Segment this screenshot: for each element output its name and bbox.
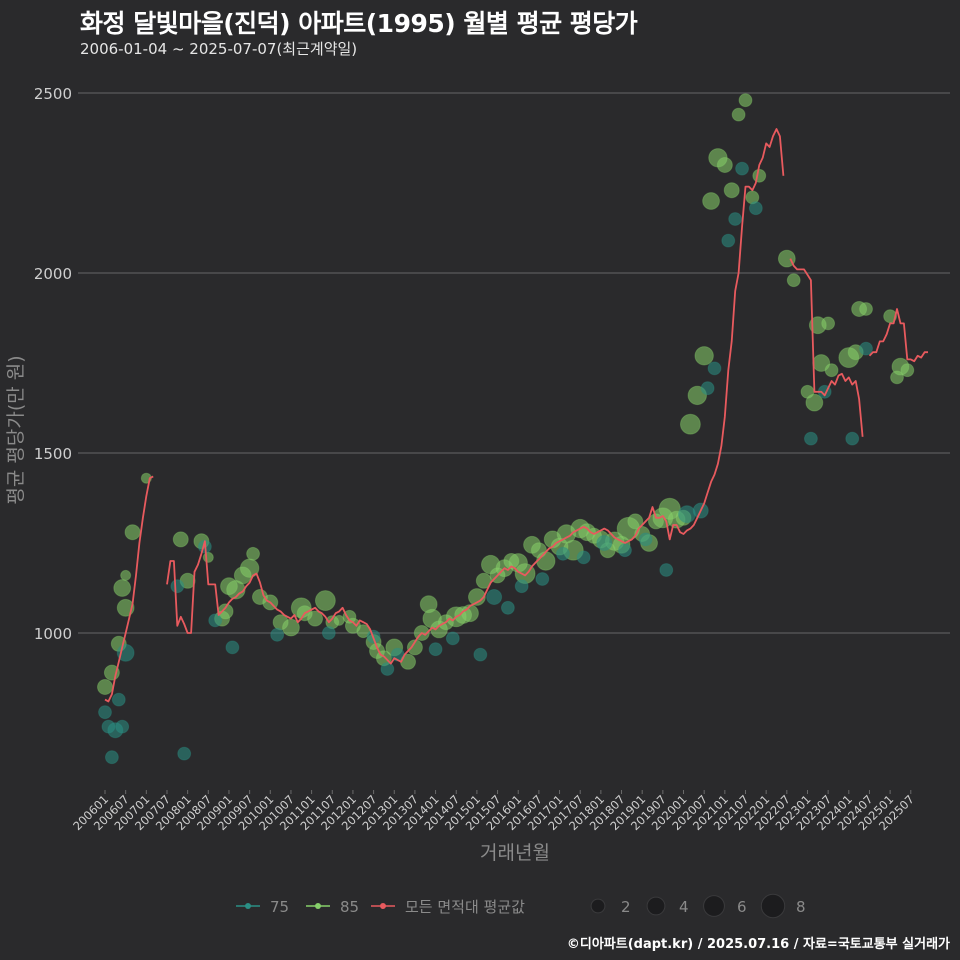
legend-size-label: 8 <box>796 898 806 916</box>
point-area-75 <box>445 631 460 646</box>
point-area-85 <box>900 363 915 378</box>
point-area-75 <box>486 589 503 605</box>
point-area-75 <box>270 627 285 642</box>
legend-dot-0 <box>245 903 251 909</box>
point-area-75 <box>721 233 736 248</box>
point-area-75 <box>735 161 749 176</box>
point-area-75 <box>321 626 336 640</box>
point-area-85 <box>738 93 753 108</box>
x-axis-label: 거래년월 <box>480 842 550 864</box>
point-area-85 <box>805 393 824 412</box>
point-area-75 <box>748 201 763 216</box>
point-area-85 <box>627 513 644 530</box>
average-line-segment <box>166 128 785 665</box>
point-area-85 <box>97 679 113 695</box>
point-area-85 <box>246 546 260 561</box>
legend-size-circle-2 <box>590 898 606 914</box>
point-area-85 <box>124 524 141 541</box>
point-area-75 <box>728 212 743 226</box>
point-area-75 <box>804 431 818 446</box>
point-area-85 <box>777 249 796 268</box>
point-area-85 <box>716 157 733 173</box>
point-area-85 <box>113 579 132 597</box>
legend-dot-2 <box>380 903 386 909</box>
point-area-75 <box>514 579 529 594</box>
point-area-85 <box>307 610 324 627</box>
point-area-85 <box>786 273 801 288</box>
average-line-segment <box>789 258 864 437</box>
point-area-75 <box>576 550 591 565</box>
point-area-75 <box>111 692 126 707</box>
point-area-75 <box>380 662 395 676</box>
legend-label: 85 <box>340 898 359 916</box>
legend-size-circle-6 <box>703 895 725 917</box>
chart-subtitle: 2006-01-04 ~ 2025-07-07(최근계약일) <box>80 40 358 58</box>
point-area-75 <box>115 719 130 734</box>
point-area-85 <box>314 590 336 612</box>
point-area-85 <box>536 551 556 571</box>
point-area-75 <box>473 647 488 662</box>
y-axis-label: 평균 평당가(만 원) <box>5 355 27 504</box>
legend-size-circle-4 <box>646 896 666 916</box>
point-area-85 <box>356 624 371 639</box>
point-area-75 <box>596 535 613 551</box>
point-area-75 <box>707 361 722 376</box>
point-area-85 <box>172 531 189 548</box>
legend-size-label: 4 <box>679 898 689 916</box>
legend-label: 75 <box>270 898 289 916</box>
source-caption: ©디아파트(dapt.kr) / 2025.07.16 / 자료=국토교통부 실… <box>566 937 950 952</box>
legend-dot-1 <box>315 903 321 909</box>
point-area-85 <box>824 363 839 378</box>
point-area-85 <box>731 107 746 122</box>
point-area-85 <box>120 569 132 581</box>
chart-title: 화정 달빛마을(진덕) 아파트(1995) 월별 평균 평당가 <box>80 9 638 38</box>
point-area-75 <box>225 640 240 655</box>
average-line-segment <box>104 475 154 703</box>
point-area-85 <box>202 551 214 563</box>
point-area-85 <box>467 588 486 606</box>
point-area-85 <box>694 346 714 366</box>
legend-size-circle-8 <box>760 893 786 919</box>
point-area-75 <box>638 532 653 547</box>
point-area-85 <box>679 413 701 435</box>
point-area-85 <box>890 370 904 385</box>
point-area-75 <box>170 579 185 594</box>
point-area-85 <box>226 580 246 600</box>
point-area-75 <box>500 600 515 615</box>
point-area-85 <box>333 614 345 626</box>
legend-size-label: 2 <box>621 898 631 916</box>
y-tick-label: 2000 <box>34 265 72 283</box>
point-area-75 <box>700 381 715 396</box>
point-area-75 <box>859 341 873 356</box>
point-area-85 <box>461 604 479 623</box>
point-area-85 <box>406 639 423 656</box>
point-area-75 <box>678 505 696 524</box>
point-area-75 <box>208 613 223 628</box>
y-tick-label: 1000 <box>34 625 72 643</box>
point-area-75 <box>618 543 632 558</box>
point-area-85 <box>752 168 767 183</box>
legend-label: 모든 면적대 평균값 <box>405 898 525 916</box>
point-area-75 <box>428 642 443 657</box>
point-area-75 <box>556 546 570 561</box>
point-area-75 <box>535 572 550 586</box>
point-area-75 <box>845 431 860 446</box>
point-area-85 <box>723 182 740 199</box>
average-line-segment <box>868 308 928 363</box>
point-area-85 <box>859 302 873 316</box>
y-tick-label: 1500 <box>34 445 72 463</box>
point-area-75 <box>104 750 119 765</box>
point-area-85 <box>702 192 720 210</box>
point-area-85 <box>821 316 836 331</box>
point-area-75 <box>98 705 112 720</box>
y-tick-label: 2500 <box>34 85 72 103</box>
point-area-75 <box>177 746 192 761</box>
point-area-75 <box>659 563 674 577</box>
legend-size-label: 6 <box>737 898 747 916</box>
